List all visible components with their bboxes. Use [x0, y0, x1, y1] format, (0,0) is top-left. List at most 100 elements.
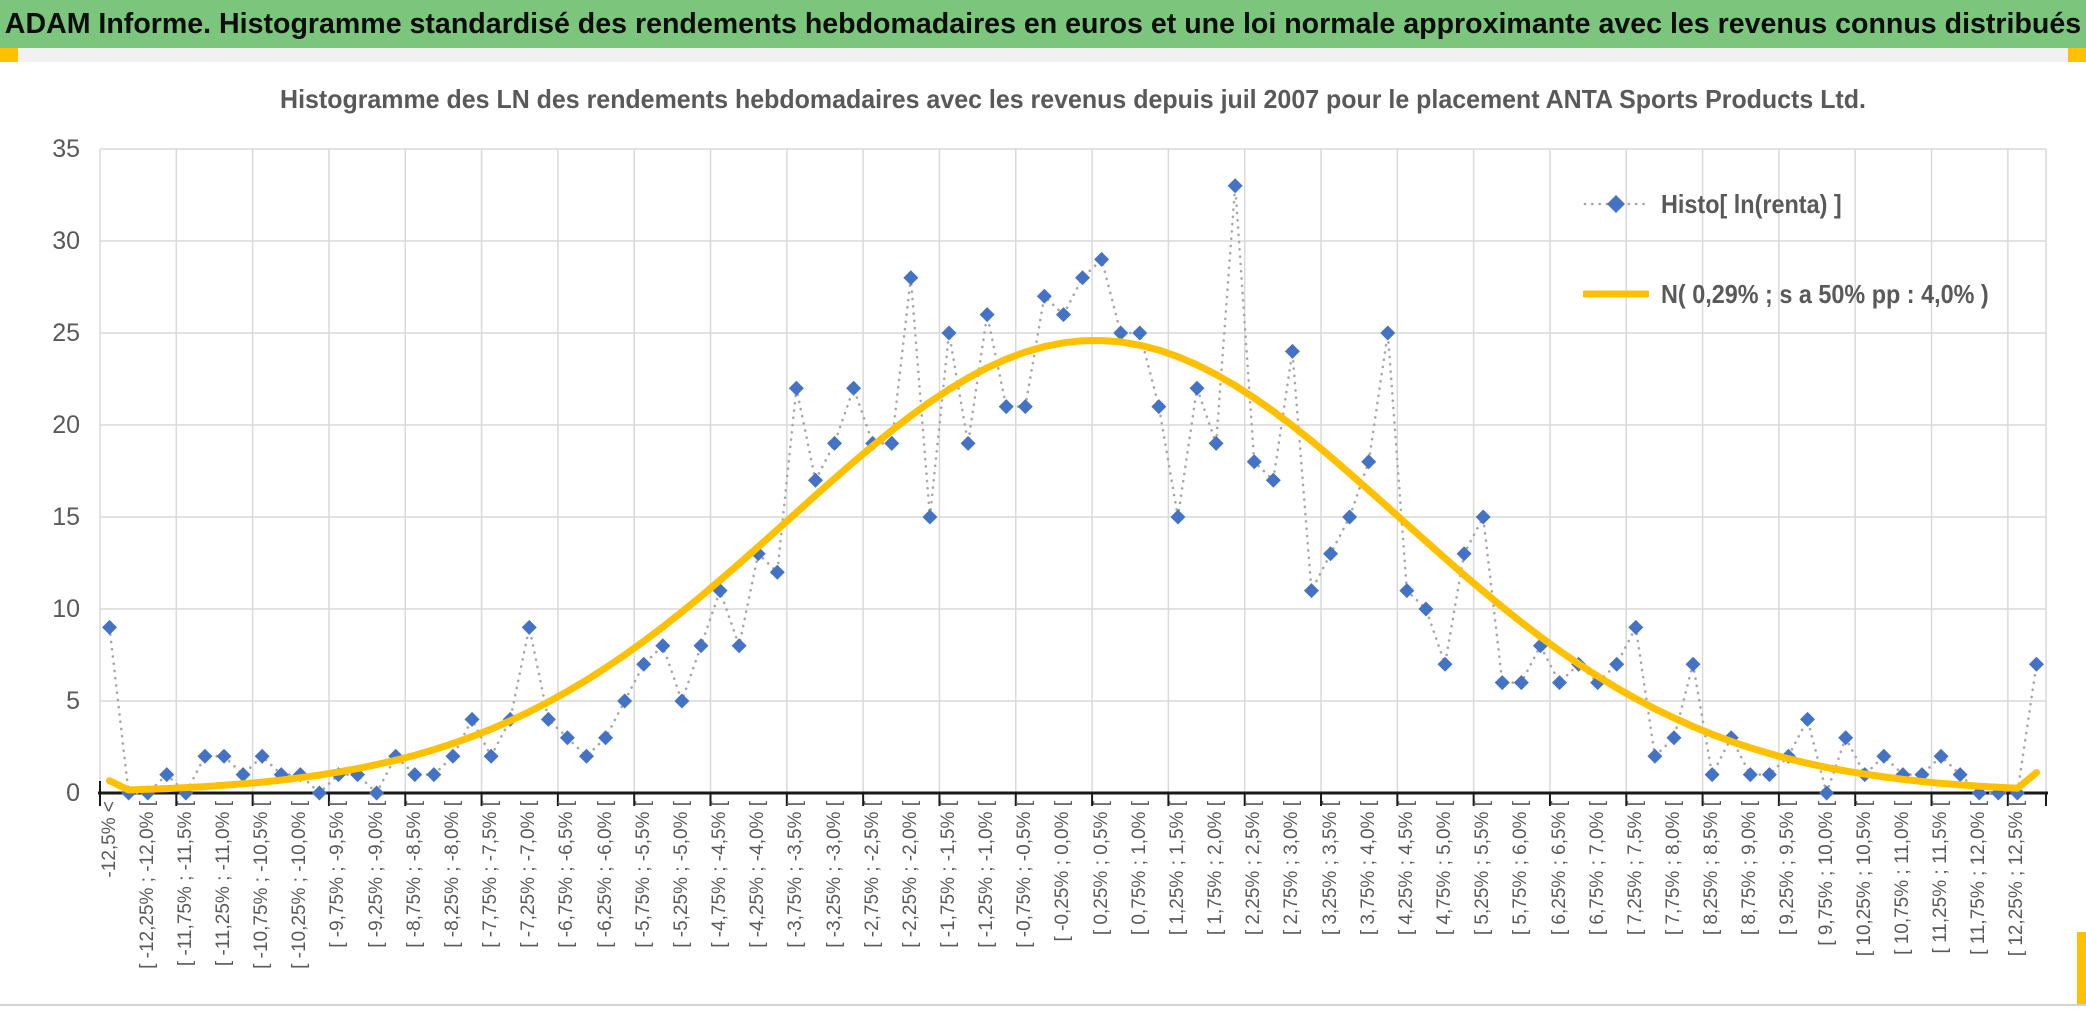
data-point-marker[interactable]: [521, 619, 537, 635]
data-point-marker[interactable]: [922, 509, 938, 525]
data-point-marker[interactable]: [1609, 656, 1625, 672]
data-point-marker[interactable]: [1761, 767, 1777, 783]
data-point-marker[interactable]: [1246, 454, 1262, 470]
data-point-marker[interactable]: [827, 435, 843, 451]
data-point-marker[interactable]: [884, 435, 900, 451]
data-point-marker[interactable]: [617, 693, 633, 709]
legend-entry-histogram[interactable]: Histo[ ln(renta) ]: [1583, 180, 2063, 228]
data-point-marker[interactable]: [159, 767, 175, 783]
data-point-marker[interactable]: [1742, 767, 1758, 783]
data-point-marker[interactable]: [1952, 767, 1968, 783]
data-point-marker[interactable]: [960, 435, 976, 451]
data-point-marker[interactable]: [1303, 583, 1319, 599]
data-point-marker[interactable]: [102, 619, 118, 635]
data-point-marker[interactable]: [693, 638, 709, 654]
data-point-marker[interactable]: [1380, 325, 1396, 341]
data-point-marker[interactable]: [540, 711, 556, 727]
data-point-marker[interactable]: [254, 748, 270, 764]
data-point-marker[interactable]: [903, 270, 919, 286]
data-point-marker[interactable]: [598, 730, 614, 746]
data-point-marker[interactable]: [979, 307, 995, 323]
data-point-marker[interactable]: [483, 748, 499, 764]
data-point-marker[interactable]: [559, 730, 575, 746]
data-point-marker[interactable]: [235, 767, 251, 783]
data-point-marker[interactable]: [1265, 472, 1281, 488]
data-point-marker[interactable]: [216, 748, 232, 764]
data-point-marker[interactable]: [1685, 656, 1701, 672]
data-point-marker[interactable]: [1189, 380, 1205, 396]
legend-marker-histogram: [1583, 195, 1649, 213]
data-point-marker[interactable]: [1933, 748, 1949, 764]
data-point-marker[interactable]: [1437, 656, 1453, 672]
data-point-marker[interactable]: [1800, 711, 1816, 727]
data-point-marker[interactable]: [369, 785, 385, 801]
data-point-marker[interactable]: [311, 785, 327, 801]
data-point-marker[interactable]: [1075, 270, 1091, 286]
x-axis-tick-label: [ -6,25% ; -6,0% [: [594, 801, 616, 948]
data-point-marker[interactable]: [998, 399, 1014, 415]
data-point-marker[interactable]: [2028, 656, 2044, 672]
data-point-marker[interactable]: [426, 767, 442, 783]
data-point-marker[interactable]: [1094, 251, 1110, 267]
data-point-marker[interactable]: [1036, 288, 1052, 304]
data-point-marker[interactable]: [674, 693, 690, 709]
data-point-marker[interactable]: [1227, 178, 1243, 194]
data-point-marker[interactable]: [1666, 730, 1682, 746]
legend-entry-normal[interactable]: N( 0,29% ; s a 50% pp : 4,0% ): [1583, 270, 2063, 318]
x-axis-tick-label: [ 5,25% ; 5,5% [: [1472, 801, 1494, 936]
data-point-marker[interactable]: [1284, 343, 1300, 359]
data-point-marker[interactable]: [769, 564, 785, 580]
data-point-marker[interactable]: [636, 656, 652, 672]
chart-legend[interactable]: Histo[ ln(renta) ] N( 0,29% ; s a 50% pp…: [1583, 180, 2063, 318]
data-point-marker[interactable]: [1494, 675, 1510, 691]
data-point-marker[interactable]: [1876, 748, 1892, 764]
legend-marker-normal: [1583, 290, 1649, 298]
data-point-marker[interactable]: [445, 748, 461, 764]
orange-accent-side: [2077, 932, 2086, 1006]
data-point-marker[interactable]: [1513, 675, 1529, 691]
data-point-marker[interactable]: [1132, 325, 1148, 341]
data-point-marker[interactable]: [807, 472, 823, 488]
data-point-marker[interactable]: [1456, 546, 1472, 562]
data-point-marker[interactable]: [579, 748, 594, 764]
y-axis-tick-label: 20: [52, 411, 80, 439]
x-axis-tick-label: [ 9,75% ; 10,0% [: [1815, 801, 1837, 946]
data-point-marker[interactable]: [1323, 546, 1339, 562]
data-point-marker[interactable]: [1647, 748, 1663, 764]
data-point-marker[interactable]: [1819, 785, 1835, 801]
data-point-marker[interactable]: [1552, 675, 1567, 691]
data-point-marker[interactable]: [197, 748, 213, 764]
x-axis-tick-label: [ -6,75% ; -6,5% [: [556, 801, 578, 948]
data-point-marker[interactable]: [1628, 619, 1644, 635]
data-point-marker[interactable]: [1342, 509, 1358, 525]
data-point-marker[interactable]: [1704, 767, 1720, 783]
data-point-marker[interactable]: [464, 711, 480, 727]
data-point-marker[interactable]: [1838, 730, 1854, 746]
y-axis-tick-label: 10: [52, 595, 80, 623]
x-axis-tick-label: [ -4,25% ; -4,0% [: [747, 801, 769, 948]
x-axis-tick-label: [ -9,25% ; -9,0% [: [365, 801, 387, 948]
data-point-marker[interactable]: [941, 325, 957, 341]
y-axis-tick-label: 0: [66, 779, 80, 807]
x-axis-tick-label: [ -5,75% ; -5,5% [: [632, 801, 654, 948]
data-point-marker[interactable]: [1208, 435, 1224, 451]
data-point-marker[interactable]: [655, 638, 671, 654]
y-axis-tick-label: 5: [66, 687, 80, 715]
data-point-marker[interactable]: [1399, 583, 1415, 599]
data-point-marker[interactable]: [1170, 509, 1186, 525]
data-point-marker[interactable]: [1361, 454, 1377, 470]
data-point-marker[interactable]: [788, 380, 804, 396]
data-point-marker[interactable]: [1475, 509, 1491, 525]
data-point-marker[interactable]: [1017, 399, 1033, 415]
data-point-marker[interactable]: [846, 380, 862, 396]
data-point-marker[interactable]: [1055, 307, 1071, 323]
data-point-marker[interactable]: [1151, 399, 1167, 415]
data-point-marker[interactable]: [731, 638, 747, 654]
data-point-marker[interactable]: [1418, 601, 1434, 617]
data-point-marker[interactable]: [1113, 325, 1129, 341]
x-axis-tick-label: [ 0,25% ; 0,5% [: [1090, 801, 1112, 936]
data-point-marker[interactable]: [407, 767, 423, 783]
orange-accent-right: [2068, 48, 2086, 62]
normal-curve[interactable]: [106, 337, 2040, 794]
